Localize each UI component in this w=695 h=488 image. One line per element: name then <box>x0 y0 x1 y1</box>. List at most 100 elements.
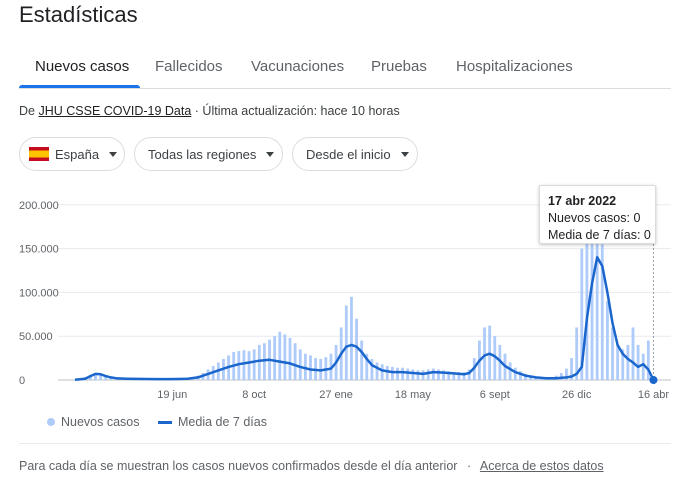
tooltip-cases: Nuevos casos: 0 <box>548 211 641 225</box>
bar <box>442 370 445 380</box>
chevron-down-icon <box>109 151 118 157</box>
bar <box>237 351 241 380</box>
bar <box>355 318 358 380</box>
bar <box>462 372 466 380</box>
x-tick-label: 18 may <box>395 389 432 401</box>
bar <box>283 334 287 380</box>
y-tick-label: 150.000 <box>19 244 59 256</box>
tab-vacunaciones[interactable]: Vacunaciones <box>251 58 345 75</box>
line-swatch-icon <box>158 420 172 424</box>
bar <box>508 362 512 380</box>
bar <box>575 327 579 380</box>
bar <box>288 337 292 380</box>
legend-label-line: Media de 7 días <box>178 415 267 429</box>
bar <box>646 340 650 380</box>
bar <box>483 327 486 380</box>
bar <box>344 305 348 380</box>
country-dropdown[interactable]: España <box>19 137 125 171</box>
about-data-link[interactable]: Acerca de estos datos <box>479 459 604 473</box>
x-tick-label: 19 jun <box>157 389 187 401</box>
bar <box>590 235 594 380</box>
tab-hospitalizaciones[interactable]: Hospitalizaciones <box>456 58 573 75</box>
tooltip-date: 17 abr 2022 <box>548 194 617 208</box>
bar <box>309 355 312 380</box>
bar <box>252 349 256 380</box>
bar <box>595 239 599 380</box>
legend-label-bars: Nuevos casos <box>61 415 140 429</box>
bar <box>278 331 282 380</box>
x-tick-label: 26 dic <box>562 389 592 401</box>
source-prefix: De <box>19 104 35 118</box>
bar <box>99 374 103 380</box>
bar <box>580 248 584 380</box>
tooltip-average: Media de 7 días: 0 <box>548 228 651 242</box>
tab-fallecidos[interactable]: Fallecidos <box>155 58 223 75</box>
y-tick-label: 50.000 <box>19 331 53 343</box>
bar <box>457 372 461 380</box>
bar <box>303 353 307 380</box>
x-tick-label: 16 abr <box>638 389 670 401</box>
bar-swatch-icon <box>47 418 55 426</box>
legend-item-bars[interactable]: Nuevos casos <box>47 415 140 429</box>
bar <box>385 365 389 380</box>
bar <box>585 231 589 380</box>
bar <box>396 367 399 380</box>
country-label: España <box>55 146 100 162</box>
source-link[interactable]: JHU CSSE COVID-19 Data <box>38 104 192 118</box>
bar <box>365 353 369 380</box>
spain-flag-icon <box>29 147 49 161</box>
bar <box>375 362 379 380</box>
footer: Para cada día se muestran los casos nuev… <box>19 459 604 473</box>
bar <box>273 336 277 380</box>
bar <box>447 371 451 380</box>
footer-separator: · <box>466 459 472 473</box>
chart-tooltip: 17 abr 2022 Nuevos casos: 0 Media de 7 d… <box>539 185 656 244</box>
bar <box>263 343 266 380</box>
bar <box>626 344 630 380</box>
bar <box>109 377 113 380</box>
tab-nuevos-casos[interactable]: Nuevos casos <box>35 58 130 75</box>
bar <box>529 375 533 380</box>
bar <box>565 368 568 380</box>
bar <box>257 344 261 380</box>
bar <box>380 364 384 380</box>
bar <box>559 372 563 380</box>
x-tick-label: 27 ene <box>319 389 353 401</box>
bar <box>421 370 425 380</box>
bar <box>513 367 517 380</box>
legend-item-line[interactable]: Media de 7 días <box>158 415 267 429</box>
bar <box>401 367 405 380</box>
bar <box>616 344 620 380</box>
bar <box>360 340 364 380</box>
bar <box>605 301 609 380</box>
bar <box>621 349 625 380</box>
bar <box>411 369 415 380</box>
divider <box>19 443 671 444</box>
region-label: Todas las regiones <box>148 146 257 162</box>
range-dropdown[interactable]: Desde el inicio <box>292 137 418 171</box>
bar <box>631 327 635 380</box>
tab-pruebas[interactable]: Pruebas <box>371 58 427 75</box>
bar <box>390 366 394 380</box>
bar <box>426 369 430 380</box>
y-tick-label: 200.000 <box>19 200 59 212</box>
bar <box>242 350 246 380</box>
range-label: Desde el inicio <box>306 146 391 162</box>
tab-bar: Nuevos casos Fallecidos Vacunaciones Pru… <box>19 48 671 89</box>
y-tick-label: 0 <box>19 375 25 387</box>
bar <box>452 372 456 380</box>
bar <box>641 353 645 380</box>
bar <box>437 369 440 380</box>
bar <box>518 371 522 380</box>
bar <box>493 336 497 380</box>
chevron-down-icon <box>400 151 409 157</box>
bar <box>104 376 108 380</box>
x-tick-label: 8 oct <box>242 389 266 401</box>
cases-chart[interactable]: 0 50.000 100.000 150.000 200.000 19 jun 8 oct 2… <box>0 180 695 405</box>
y-tick-label: 100.000 <box>19 287 59 299</box>
region-dropdown[interactable]: Todas las regiones <box>134 137 283 171</box>
bar <box>431 368 435 380</box>
source-updated: · Última actualización: hace 10 horas <box>194 104 400 118</box>
hover-point <box>649 376 658 384</box>
source-line: De JHU CSSE COVID-19 Data · Última actua… <box>19 104 400 118</box>
